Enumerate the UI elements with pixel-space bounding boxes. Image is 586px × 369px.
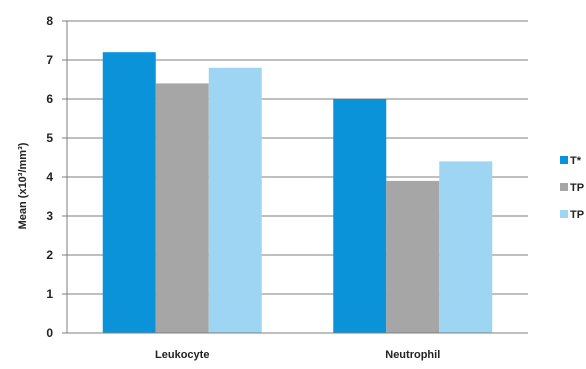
category-label: Neutrophil <box>385 349 440 361</box>
bar-leukocyte-series-1 <box>102 52 156 333</box>
legend-label: TP <box>570 182 584 194</box>
legend-label: T* <box>570 155 582 167</box>
bars <box>102 52 493 334</box>
legend-label: TP <box>570 209 584 221</box>
category-labels: Leukocyte Neutrophil <box>155 349 440 361</box>
y-tick-label: 4 <box>46 170 53 184</box>
legend-swatch <box>560 210 568 218</box>
y-tick-labels: 0 1 2 3 4 5 6 7 8 <box>46 14 67 340</box>
y-tick-label: 6 <box>46 92 53 106</box>
y-tick-label: 5 <box>46 131 53 145</box>
y-axis-title: Mean (x10³/mm³) <box>17 142 29 229</box>
category-label: Leukocyte <box>155 349 209 361</box>
y-tick-label: 2 <box>46 248 53 262</box>
y-tick-label: 8 <box>46 14 53 28</box>
bar-neutrophil-series-1 <box>333 99 387 333</box>
bar-leukocyte-series-2 <box>155 83 209 334</box>
bar-leukocyte-series-3 <box>208 67 262 334</box>
bar-neutrophil-series-2 <box>386 180 440 333</box>
y-tick-label: 1 <box>46 287 53 301</box>
legend-swatch <box>560 183 568 191</box>
y-tick-label: 0 <box>46 326 53 340</box>
y-tick-label: 3 <box>46 209 53 223</box>
legend: T* TP TP <box>560 155 584 221</box>
bar-neutrophil-series-3 <box>439 161 493 333</box>
legend-swatch <box>560 156 568 164</box>
y-tick-label: 7 <box>46 53 53 67</box>
